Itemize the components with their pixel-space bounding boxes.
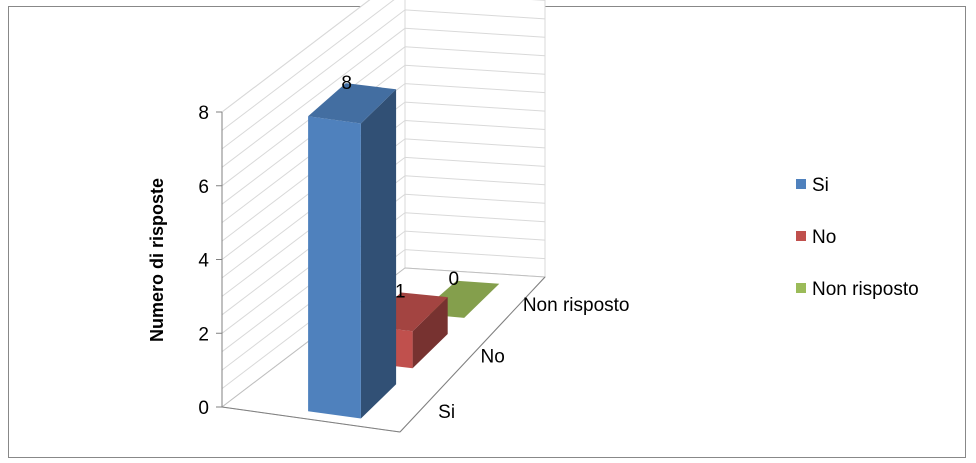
legend-swatch (796, 283, 806, 293)
bar-side-face (360, 89, 397, 419)
gridline (221, 138, 546, 279)
legend-item: No (796, 227, 836, 248)
category-label: No (481, 347, 505, 368)
gridline (221, 175, 546, 316)
bar-si (308, 83, 397, 419)
data-label: 8 (341, 73, 352, 94)
y-tick-label: 2 (198, 324, 209, 345)
legend-swatch (796, 231, 806, 241)
gridline (221, 212, 546, 353)
legend-label: Non risposto (812, 279, 919, 300)
gridline (221, 0, 546, 131)
gridline (221, 119, 546, 260)
legend-item: Si (796, 175, 829, 196)
y-tick-label: 4 (198, 251, 209, 272)
legend-item: Non risposto (796, 279, 919, 300)
data-label: 1 (395, 282, 406, 303)
data-label: 0 (448, 269, 459, 290)
gridline (221, 193, 546, 334)
y-tick-label: 0 (198, 398, 209, 419)
category-label: Non risposto (523, 295, 630, 316)
category-label: Si (438, 402, 455, 423)
gridline (221, 230, 546, 371)
gridline (221, 64, 546, 205)
legend: Si No Non risposto (796, 175, 919, 300)
gridline (221, 83, 546, 223)
bar-top-face (308, 83, 397, 124)
legend-label: Si (812, 175, 829, 196)
y-axis-title: Numero di risposte (147, 178, 167, 342)
gridline (221, 9, 546, 150)
legend-label: No (812, 227, 836, 248)
gridline (221, 249, 546, 389)
bar-side-face (412, 297, 448, 369)
y-tick-label: 6 (198, 177, 209, 198)
bar-front-face (308, 116, 361, 419)
gridline (221, 0, 371, 113)
chart-bars (308, 83, 500, 419)
legend-swatch (796, 179, 806, 189)
depth-axis-line (399, 276, 546, 433)
chart-labels: 0 1 8 Si No Non risposto (341, 73, 629, 423)
floor-front-edge (221, 406, 401, 433)
y-tick-label: 8 (198, 103, 209, 124)
gridline (221, 27, 546, 168)
gridline (221, 156, 546, 297)
gridline (221, 46, 546, 187)
y-axis-ticks: 0 2 4 6 8 (198, 103, 222, 419)
gridline (221, 101, 546, 242)
